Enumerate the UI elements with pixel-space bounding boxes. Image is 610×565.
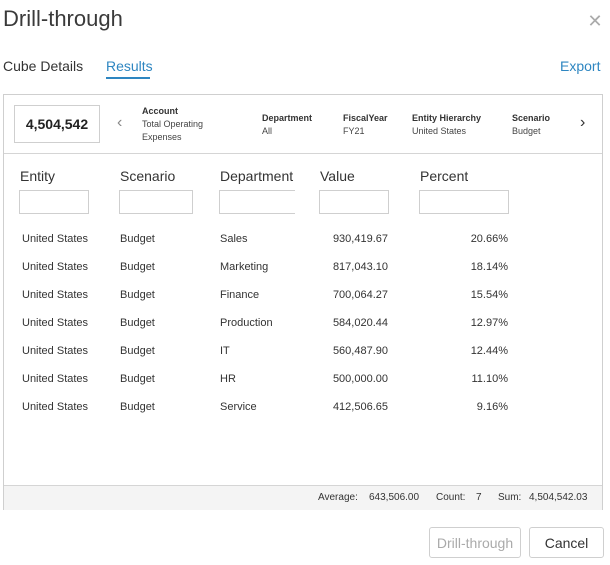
filter-entity-input[interactable]: [19, 190, 89, 214]
count-value: 7: [476, 492, 482, 503]
total-value: 4,504,542: [14, 105, 100, 143]
table-row[interactable]: United States Budget IT 560,487.90 12.44%: [4, 338, 602, 366]
cell-percent: 11.10%: [471, 373, 509, 385]
cell-value: 817,043.10: [332, 261, 388, 273]
column-header-percent[interactable]: Percent: [420, 168, 469, 184]
summary-bar: Average: 643,506.00 Count: 7 Sum: 4,504,…: [4, 485, 602, 510]
table-row[interactable]: United States Budget Production 584,020.44 1…: [4, 310, 602, 338]
cell-scenario: Budget: [120, 373, 155, 385]
count-label: Count:: [436, 492, 466, 503]
pov-entity-hierarchy: Entity Hierarchy United States: [412, 112, 481, 138]
cell-percent: 15.54%: [470, 289, 508, 301]
grid-body: United States Budget Sales 930,419.67 20.66%…: [4, 226, 602, 422]
average-label: Average:: [318, 492, 358, 503]
drill-through-button[interactable]: Drill-through: [429, 527, 521, 558]
pov-value: United States: [412, 126, 467, 136]
filter-percent-input[interactable]: [419, 190, 509, 214]
tab-results[interactable]: Results: [106, 58, 153, 74]
results-panel: 4,504,542 ‹ Account Total Operating Expe…: [3, 94, 603, 510]
cell-scenario: Budget: [120, 345, 155, 357]
column-header-scenario[interactable]: Scenario: [120, 168, 176, 184]
table-row[interactable]: United States Budget Marketing 817,043.10 18…: [4, 254, 602, 282]
cell-percent: 12.44%: [470, 345, 508, 357]
filter-value-input[interactable]: [319, 190, 389, 214]
cell-entity: United States: [22, 401, 89, 413]
table-row[interactable]: United States Budget Finance 700,064.27 15.5…: [4, 282, 602, 310]
dialog-title: Drill-through: [3, 6, 123, 31]
average-value: 643,506.00: [369, 492, 420, 503]
pov-department: Department All: [262, 112, 312, 138]
cell-value: 584,020.44: [332, 317, 388, 329]
pov-label: FiscalYear: [343, 113, 388, 123]
pov-bar: 4,504,542 ‹ Account Total Operating Expe…: [4, 95, 602, 154]
cell-entity: United States: [22, 289, 89, 301]
grid-header: Entity Scenario Department Value Percent: [4, 154, 602, 220]
sum-label: Sum:: [498, 492, 522, 503]
pov-label: Department: [262, 113, 313, 123]
cell-scenario: Budget: [120, 401, 155, 413]
active-tab-indicator: [106, 77, 150, 79]
filter-department-input[interactable]: [219, 190, 295, 214]
cell-entity: United States: [22, 345, 89, 357]
cell-percent: 12.97%: [470, 317, 508, 329]
column-header-value[interactable]: Value: [320, 168, 355, 184]
cell-department: Finance: [220, 289, 260, 301]
cell-entity: United States: [22, 317, 89, 329]
filter-scenario-input[interactable]: [119, 190, 193, 214]
pov-label: Scenario: [512, 113, 551, 123]
pov-account: Account Total Operating Expenses: [142, 105, 222, 144]
table-row[interactable]: United States Budget Service 412,506.65 9.16…: [4, 394, 602, 422]
cell-scenario: Budget: [120, 317, 155, 329]
cell-department: Service: [220, 401, 257, 413]
cell-value: 930,419.67: [332, 233, 388, 245]
pov-value: All: [262, 126, 273, 136]
cell-scenario: Budget: [120, 261, 155, 273]
cell-department: IT: [220, 345, 230, 357]
cell-percent: 18.14%: [470, 261, 508, 273]
cell-entity: United States: [22, 373, 89, 385]
cell-department: HR: [220, 373, 236, 385]
column-header-department[interactable]: Department: [220, 168, 294, 184]
cell-scenario: Budget: [120, 289, 155, 301]
pov-fiscal-year: FiscalYear FY21: [343, 112, 388, 138]
cell-department: Production: [220, 317, 273, 329]
pov-label: Entity Hierarchy: [412, 113, 482, 123]
column-header-entity[interactable]: Entity: [20, 168, 56, 184]
cell-value: 500,000.00: [332, 373, 388, 385]
cell-percent: 20.66%: [470, 233, 508, 245]
table-row[interactable]: United States Budget HR 500,000.00 11.10%: [4, 366, 602, 394]
cell-department: Sales: [220, 233, 248, 245]
cancel-button[interactable]: Cancel: [529, 527, 604, 558]
pov-scenario: Scenario Budget: [512, 112, 550, 138]
pov-value: FY21: [343, 126, 365, 136]
cell-value: 700,064.27: [332, 289, 388, 301]
pov-value: Total Operating Expenses: [142, 119, 204, 142]
cell-entity: United States: [22, 233, 89, 245]
export-link[interactable]: Export: [560, 58, 601, 74]
close-icon[interactable]: ✕: [587, 11, 603, 31]
chevron-right-icon[interactable]: ›: [580, 114, 586, 131]
cell-entity: United States: [22, 261, 89, 273]
sum-value: 4,504,542.03: [529, 492, 588, 503]
cell-value: 412,506.65: [332, 401, 388, 413]
tab-cube-details[interactable]: Cube Details: [3, 58, 84, 74]
table-row[interactable]: United States Budget Sales 930,419.67 20.66%: [4, 226, 602, 254]
pov-label: Account: [142, 106, 178, 116]
pov-value: Budget: [512, 126, 541, 136]
chevron-left-icon[interactable]: ‹: [117, 114, 123, 131]
cell-department: Marketing: [220, 261, 269, 273]
cell-scenario: Budget: [120, 233, 155, 245]
cell-value: 560,487.90: [332, 345, 388, 357]
cell-percent: 9.16%: [476, 401, 508, 413]
